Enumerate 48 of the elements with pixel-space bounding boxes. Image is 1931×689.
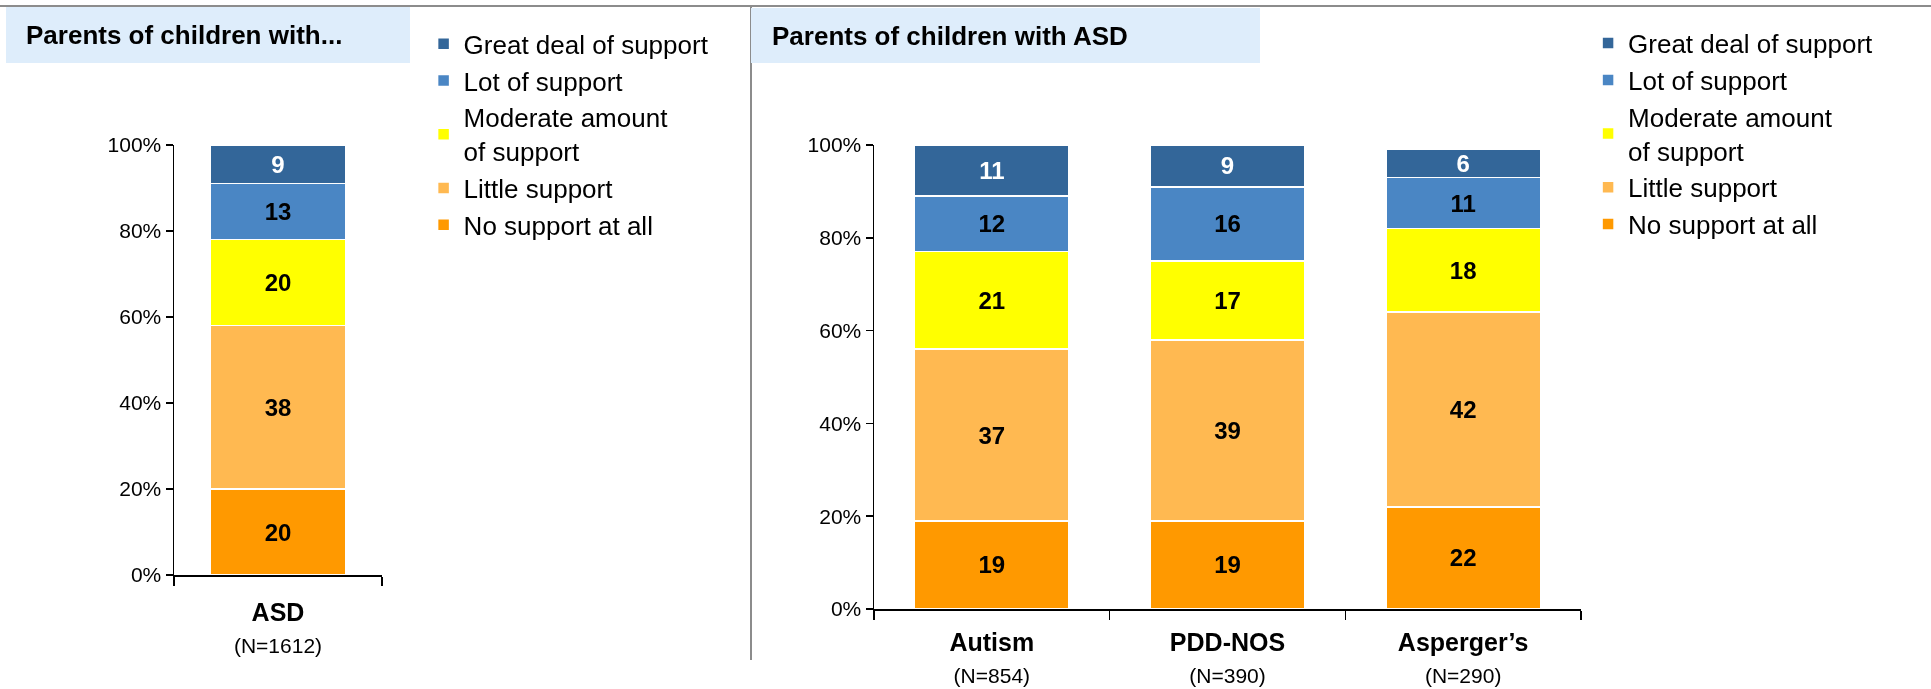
data-label: 21 [978,286,1006,314]
legend-label: No support at all [1628,210,1818,241]
data-label: 22 [1449,544,1477,572]
data-label: 38 [264,393,292,421]
y-tick-label: 60% [119,305,162,329]
y-tick-label: 80% [819,226,862,250]
legend-label: Lot of support [1628,66,1788,97]
x-tick-label: PDD-NOS (N=390) [1169,627,1286,687]
data-label: 42 [1449,395,1477,423]
data-label: 12 [978,210,1006,238]
legend-label: Moderate amount of support [463,103,669,168]
legend-label: Lot of support [463,66,624,97]
y-tick-label: 0% [130,563,162,587]
data-label: 13 [264,198,292,226]
chart-title: Parents of children with... [26,20,343,50]
y-tick-label: 100% [107,133,162,157]
data-label: 17 [1214,286,1241,314]
y-tick-label: 40% [819,411,862,435]
x-tick-label: ASD (N=1612) [233,597,323,657]
y-tick-label: 20% [819,504,862,528]
x-tick-label: Asperger’s (N=290) [1397,627,1529,687]
data-label: 19 [978,551,1006,579]
data-label: 20 [264,518,292,546]
y-tick-label: 0% [830,597,862,621]
y-tick-label: 20% [119,477,162,501]
data-label: 9 [271,150,285,178]
data-label: 20 [264,269,292,297]
y-tick-label: 60% [819,318,862,342]
y-tick-label: 40% [119,391,162,415]
legend-label: Little support [1628,173,1778,204]
data-label: 6 [1456,150,1470,178]
legend-label: No support at all [463,210,653,241]
data-label: 39 [1214,416,1241,444]
data-label: 9 [1220,152,1235,180]
data-label: 19 [1214,551,1241,579]
x-tick-label: Autism (N=854) [949,627,1035,687]
legend-label: Little support [463,174,614,205]
data-label: 11 [1450,189,1476,217]
legend-label: Moderate amount of support [1628,102,1833,167]
data-label: 16 [1214,210,1241,238]
data-label: 37 [978,421,1006,449]
data-label: 18 [1449,256,1477,284]
y-tick-label: 80% [119,219,162,243]
chart-title: Parents of children with ASD [772,20,1128,51]
legend-label: Great deal of support [463,29,709,60]
legend-label: Great deal of support [1628,29,1874,60]
data-label: 11 [979,157,1005,185]
y-tick-label: 100% [807,133,862,157]
